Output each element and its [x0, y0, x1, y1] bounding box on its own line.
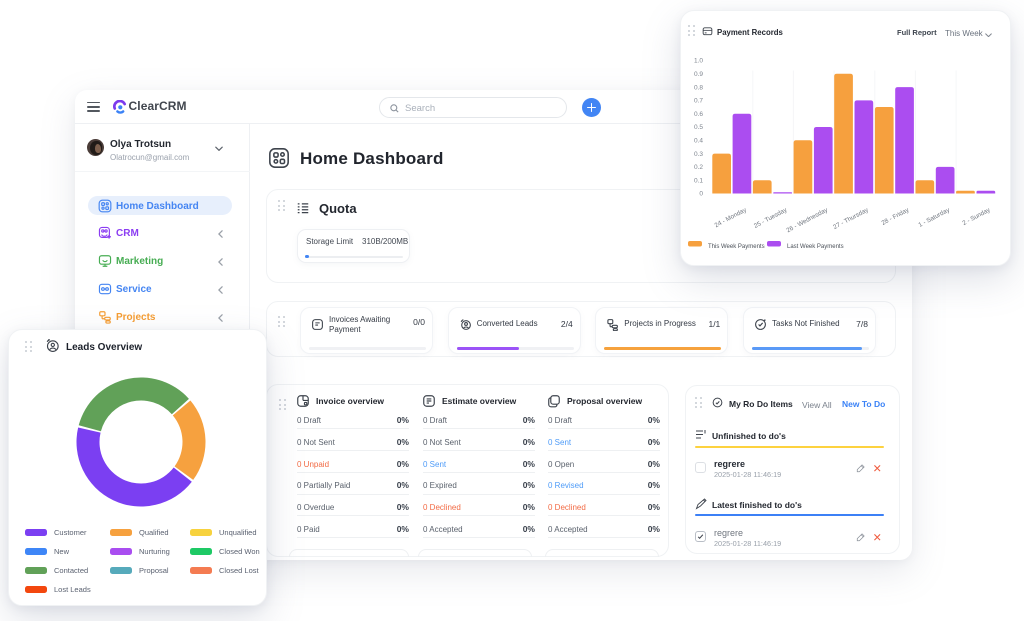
svg-text:24 - Monday: 24 - Monday — [714, 206, 749, 229]
svg-text:0.7: 0.7 — [694, 98, 703, 105]
svg-text:0.5: 0.5 — [694, 124, 703, 131]
svg-text:1.0: 1.0 — [694, 58, 703, 65]
svg-text:1 - Saturday: 1 - Saturday — [917, 206, 951, 229]
svg-text:0.3: 0.3 — [694, 151, 703, 158]
svg-text:0.4: 0.4 — [694, 138, 703, 145]
svg-text:26 - Wednesday: 26 - Wednesday — [785, 206, 829, 234]
svg-text:0.2: 0.2 — [694, 164, 703, 171]
svg-text:0: 0 — [699, 191, 703, 198]
svg-text:0.8: 0.8 — [694, 84, 703, 91]
svg-text:0.1: 0.1 — [694, 177, 703, 184]
svg-text:0.6: 0.6 — [694, 111, 703, 118]
svg-text:0.9: 0.9 — [694, 71, 703, 78]
svg-text:25 - Tuesday: 25 - Tuesday — [753, 206, 789, 230]
svg-text:2 - Sunday: 2 - Sunday — [961, 206, 992, 227]
svg-text:This Week Payments: This Week Payments — [708, 244, 765, 250]
svg-text:28 - Friday: 28 - Friday — [880, 206, 911, 227]
svg-text:Last Week Payments: Last Week Payments — [787, 244, 844, 250]
svg-text:27 - Thursday: 27 - Thursday — [832, 206, 870, 231]
